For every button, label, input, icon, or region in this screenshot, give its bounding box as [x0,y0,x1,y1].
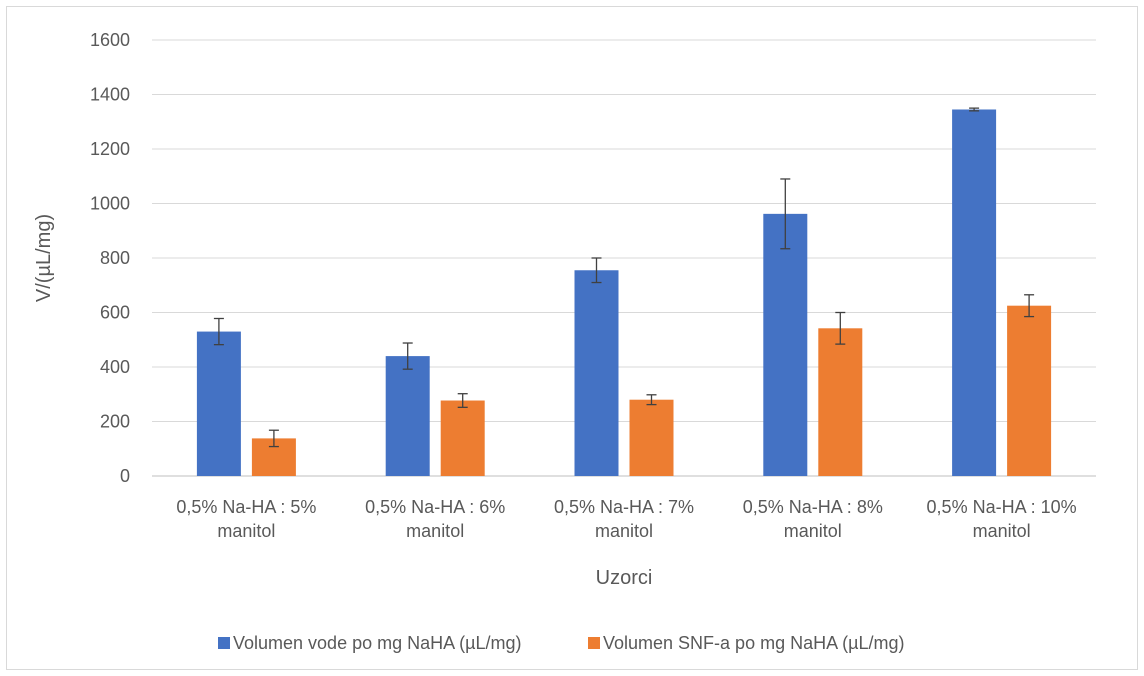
x-tick-label: manitol [406,521,464,541]
x-tick-label: 0,5% Na-HA : 5% [176,497,316,517]
y-tick-label: 800 [100,248,130,268]
legend-swatch [588,637,600,649]
y-tick-label: 1400 [90,85,130,105]
bar-vode-4 [763,213,808,477]
x-tick-label: 0,5% Na-HA : 7% [554,497,694,517]
chart-frame [6,6,1138,670]
y-axis-title: V/(µL/mg) [33,214,55,302]
legend-label: Volumen vode po mg NaHA (µL/mg) [233,633,522,653]
y-tick-label: 200 [100,412,130,432]
x-tick-label: 0,5% Na-HA : 8% [743,497,883,517]
y-tick-label: 600 [100,303,130,323]
x-tick-label: 0,5% Na-HA : 10% [927,497,1077,517]
x-tick-label: manitol [784,521,842,541]
bar-snf-3 [629,399,674,476]
x-tick-label: manitol [217,521,275,541]
legend-swatch [218,637,230,649]
bar-vode-2 [385,356,430,476]
bar-vode-1 [196,331,241,476]
bar-snf-5 [1007,305,1052,476]
bar-snf-2 [440,400,485,476]
y-tick-label: 1000 [90,194,130,214]
x-axis-title: Uzorci [596,567,653,589]
x-tick-label: manitol [595,521,653,541]
y-tick-label: 400 [100,357,130,377]
bar-vode-5 [952,109,997,477]
x-tick-label: manitol [973,521,1031,541]
x-tick-label: 0,5% Na-HA : 6% [365,497,505,517]
y-tick-label: 1600 [90,30,130,50]
y-tick-label: 0 [120,466,130,486]
legend-label: Volumen SNF-a po mg NaHA (µL/mg) [603,633,904,653]
bar-vode-3 [574,270,619,476]
bar-snf-4 [818,328,863,476]
y-tick-label: 1200 [90,139,130,159]
